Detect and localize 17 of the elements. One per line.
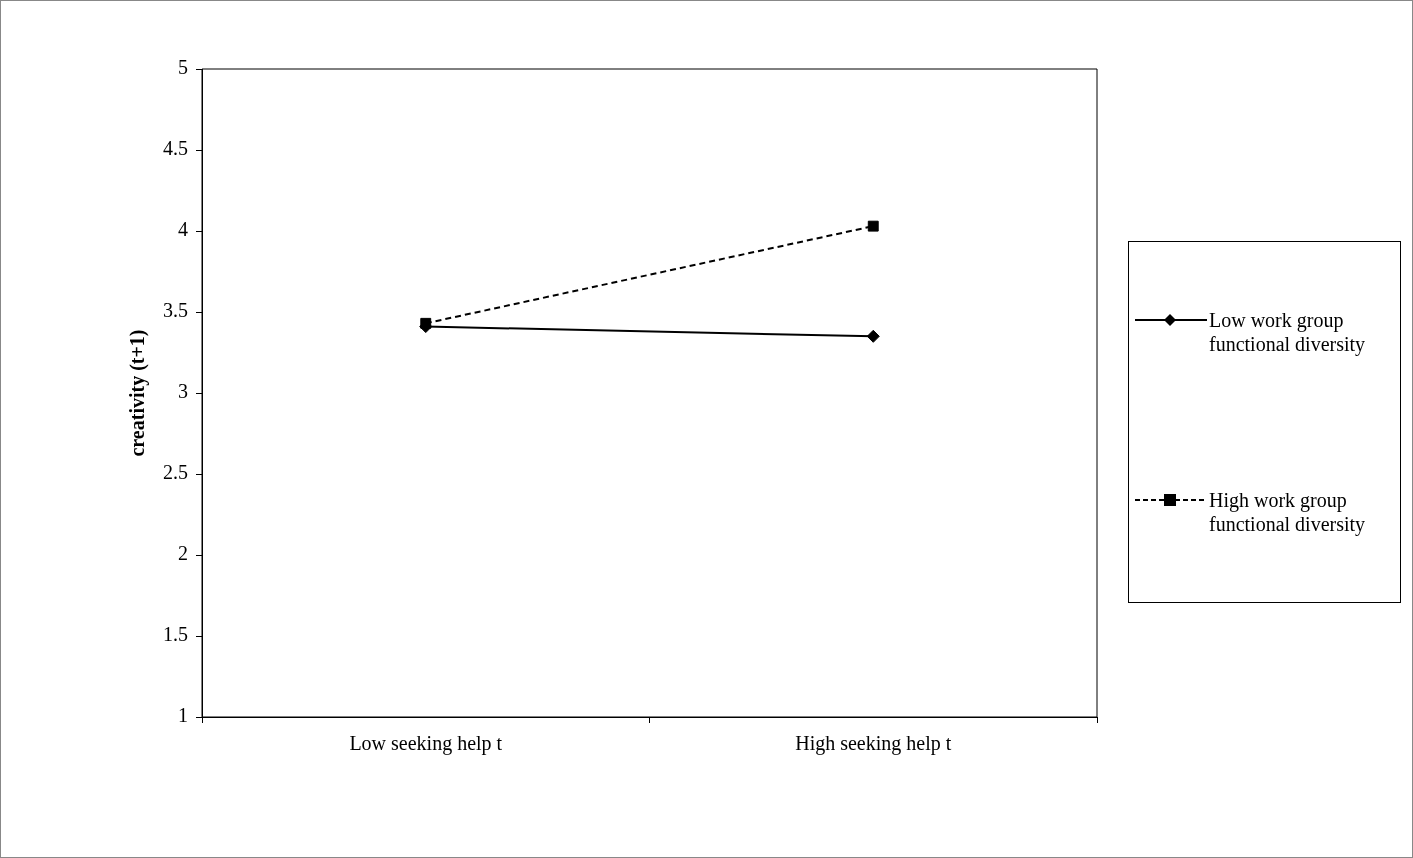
x-tick-label: High seeking help t (795, 732, 952, 756)
x-tick-label: Low seeking help t (349, 732, 503, 756)
y-tick-label: 3.5 (163, 299, 188, 322)
y-tick-label: 5 (178, 56, 188, 79)
y-tick-label: 4 (178, 218, 188, 241)
y-tick-label: 1 (178, 704, 188, 727)
y-tick-label: 2 (178, 542, 188, 565)
point (867, 220, 879, 232)
y-tick-label: 1.5 (163, 623, 188, 646)
y-axis-title: creativity (t+1) (126, 329, 150, 457)
legend-label: High work group functional diversity (1209, 488, 1367, 536)
y-tick-label: 3 (178, 380, 188, 403)
legend-label: Low work group functional diversity (1209, 308, 1367, 356)
point (866, 329, 880, 343)
y-tick-label: 4.5 (163, 137, 188, 160)
point (420, 317, 432, 329)
y-tick-label: 2.5 (163, 461, 188, 484)
